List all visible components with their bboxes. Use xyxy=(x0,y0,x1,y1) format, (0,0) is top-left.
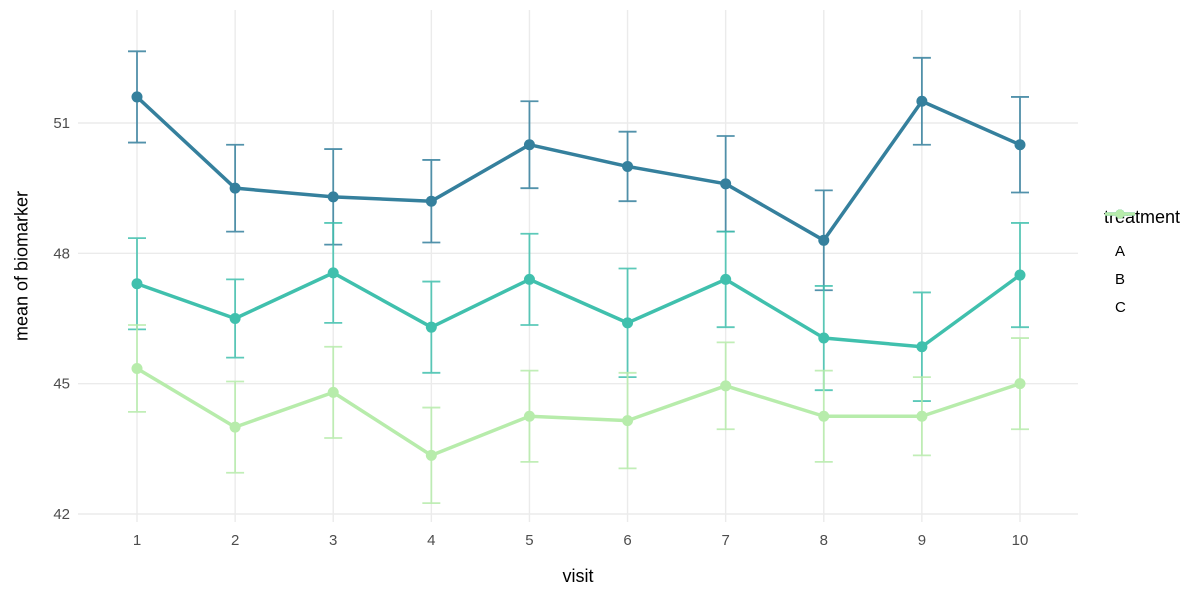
data-point-A-10 xyxy=(1014,139,1026,151)
data-point-A-9 xyxy=(916,95,928,107)
legend-label: A xyxy=(1115,242,1126,260)
data-point-C-10 xyxy=(1014,378,1026,390)
series-line-A xyxy=(135,95,1021,243)
data-point-B-10 xyxy=(1014,269,1026,281)
data-point-C-1 xyxy=(131,362,143,374)
y-tick-label: 48 xyxy=(53,245,70,262)
data-point-C-8 xyxy=(818,410,830,422)
data-point-B-5 xyxy=(523,273,535,285)
data-point-C-9 xyxy=(916,410,928,422)
legend-item-B: B xyxy=(1104,209,1180,293)
data-point-A-8 xyxy=(818,234,830,246)
x-tick-label: 1 xyxy=(133,532,141,549)
legend-item-C: C xyxy=(1104,209,1180,321)
x-tick-label: 8 xyxy=(820,532,828,549)
data-point-C-6 xyxy=(622,415,634,427)
data-point-B-1 xyxy=(131,278,143,290)
data-point-B-8 xyxy=(818,332,830,344)
data-point-A-2 xyxy=(229,182,241,194)
x-tick-label: 9 xyxy=(918,532,926,549)
x-tick-label: 2 xyxy=(231,532,239,549)
data-point-A-5 xyxy=(523,139,535,151)
x-tick-label: 3 xyxy=(329,532,337,549)
data-point-A-6 xyxy=(622,160,634,172)
data-point-A-1 xyxy=(131,91,143,103)
y-tick-label: 51 xyxy=(53,115,70,132)
y-axis-title: mean of biomarker xyxy=(11,190,32,342)
data-point-B-9 xyxy=(916,341,928,353)
data-point-A-3 xyxy=(327,191,339,203)
series-C xyxy=(128,324,1029,505)
data-point-A-7 xyxy=(720,178,732,190)
legend-item-A: A xyxy=(1104,209,1180,265)
series-line-C xyxy=(136,366,1021,458)
data-point-B-4 xyxy=(425,321,437,333)
legend-label: B xyxy=(1115,270,1126,288)
legend-label: C xyxy=(1115,298,1126,316)
series-line-B xyxy=(136,271,1022,349)
series-B xyxy=(128,222,1029,402)
legend-key-icon xyxy=(1105,209,1135,219)
gridlines xyxy=(78,10,1078,522)
x-axis-title: visit xyxy=(562,566,594,586)
data-point-C-2 xyxy=(229,421,241,433)
series-A xyxy=(128,50,1029,292)
x-tick-label: 5 xyxy=(525,532,533,549)
data-point-C-3 xyxy=(327,386,339,398)
y-tick-label: 45 xyxy=(53,376,70,393)
y-tick-label: 42 xyxy=(53,506,70,523)
x-tick-label: 4 xyxy=(427,532,435,549)
data-point-C-4 xyxy=(425,449,437,461)
x-tick-label: 10 xyxy=(1012,532,1029,549)
data-point-B-6 xyxy=(622,317,634,329)
data-point-C-5 xyxy=(523,410,535,422)
data-point-B-7 xyxy=(720,273,732,285)
data-point-A-4 xyxy=(425,195,437,207)
x-tick-label: 7 xyxy=(721,532,729,549)
data-point-B-3 xyxy=(327,267,339,279)
data-point-B-2 xyxy=(229,312,241,324)
x-tick-label: 6 xyxy=(623,532,631,549)
data-point-C-7 xyxy=(720,380,732,392)
